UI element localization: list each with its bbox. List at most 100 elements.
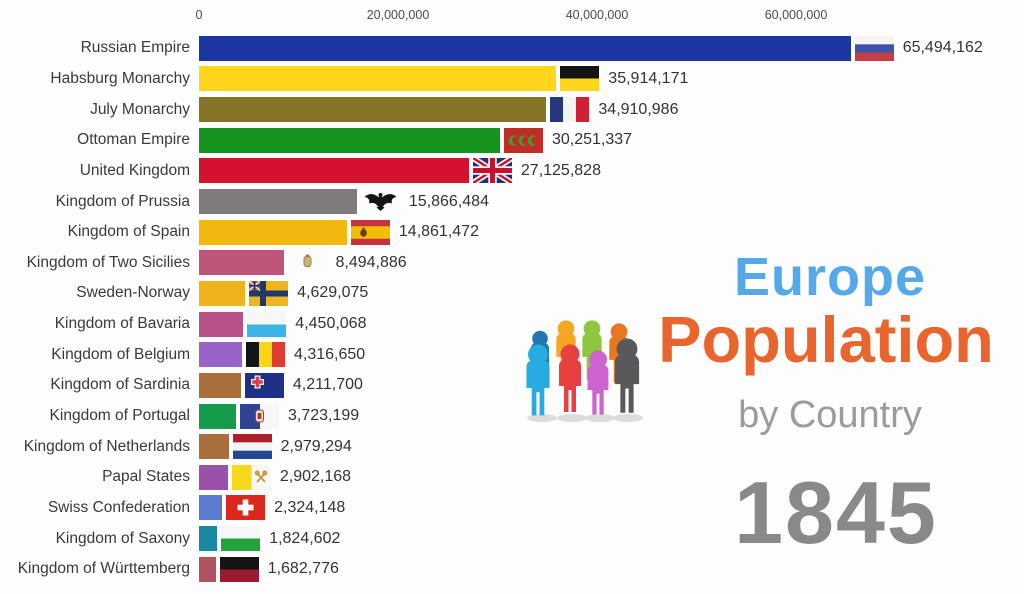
population-bar	[199, 403, 236, 429]
population-bar	[199, 158, 469, 184]
value-label: 27,125,828	[520, 161, 601, 179]
bar-row: Sweden-Norway 4,629,075	[0, 278, 1024, 309]
bar-area: 4,629,075	[199, 280, 369, 306]
swiss-confederation-flag-icon	[226, 495, 266, 521]
value-label: 2,324,148	[274, 498, 346, 516]
july-monarchy-france-flag-icon	[550, 97, 590, 123]
papal-states-flag-icon	[231, 464, 271, 490]
country-label: Kingdom of Two Sicilies	[26, 253, 190, 271]
value-label: 1,824,602	[269, 529, 341, 547]
population-bar	[199, 311, 244, 337]
value-label: 2,902,168	[279, 468, 352, 486]
kingdom-of-spain-flag-icon	[350, 219, 390, 245]
bar-area: 2,979,294	[199, 434, 352, 460]
bar-row: Kingdom of Saxony 1,824,602	[0, 523, 1024, 554]
population-bar	[199, 372, 241, 398]
country-label: Ottoman Empire	[77, 131, 190, 149]
population-bar	[199, 342, 242, 368]
country-label: Kingdom of Portugal	[49, 407, 190, 424]
value-label: 30,251,337	[552, 131, 633, 149]
bar-area: 1,682,776	[199, 556, 339, 582]
value-label: 3,723,199	[288, 407, 360, 424]
bar-area: 4,211,700	[199, 372, 363, 398]
population-bar	[199, 219, 347, 245]
value-label: 8,494,886	[335, 253, 407, 271]
country-label: Russian Empire	[80, 39, 190, 57]
kingdom-of-two-sicilies-flag-icon	[287, 250, 327, 276]
bar-row: Kingdom of Portugal 3,723,199	[0, 401, 1024, 432]
value-label: 34,910,986	[598, 100, 679, 118]
country-label: Kingdom of Spain	[67, 223, 190, 241]
bar-area: 2,324,148	[199, 495, 346, 521]
value-label: 65,494,162	[902, 39, 983, 57]
bar-area: 4,450,068	[199, 311, 367, 337]
country-label: Kingdom of Württemberg	[17, 560, 190, 578]
value-label: 35,914,171	[608, 69, 689, 87]
bar-area: 30,251,337	[199, 127, 633, 153]
kingdom-of-belgium-flag-icon	[246, 342, 285, 368]
value-label: 14,861,472	[398, 223, 479, 241]
title-line-population: Population	[658, 303, 994, 376]
bar-area: 27,125,828	[199, 158, 601, 184]
bar-row: Habsburg Monarchy 35,914,171	[0, 64, 1024, 95]
country-label: Kingdom of Netherlands	[23, 437, 190, 455]
bar-area: 2,902,168	[199, 464, 352, 490]
habsburg-monarchy-flag-icon	[560, 66, 600, 92]
bar-area: 8,494,886	[199, 250, 407, 276]
bar-area: 3,723,199	[199, 403, 360, 429]
bar-row: Kingdom of Spain 14,861,472	[0, 217, 1024, 248]
country-label: Kingdom of Bavaria	[54, 315, 190, 333]
country-label: Swiss Confederation	[47, 498, 190, 516]
population-bar	[199, 35, 851, 61]
country-label: July Monarchy	[90, 100, 190, 118]
year-label: 1845	[734, 463, 938, 562]
value-label: 4,211,700	[292, 376, 363, 394]
country-label: Kingdom of Belgium	[51, 345, 190, 363]
country-label: Kingdom of Sardinia	[50, 376, 190, 394]
country-label: Kingdom of Prussia	[55, 192, 190, 210]
kingdom-of-portugal-flag-icon	[240, 403, 279, 429]
bar-area: 14,861,472	[199, 219, 479, 245]
population-bar	[199, 280, 246, 306]
value-label: 4,450,068	[295, 315, 367, 333]
population-bar	[199, 434, 229, 460]
population-bar	[199, 127, 500, 153]
kingdom-of-wuerttemberg-flag-icon	[219, 556, 259, 582]
value-label: 1,682,776	[267, 560, 339, 578]
bar-area: 4,316,650	[199, 342, 366, 368]
bar-row: Kingdom of Two Sicilies 8,494,886	[0, 247, 1024, 278]
value-label: 2,979,294	[280, 437, 352, 455]
kingdom-of-sardinia-flag-icon	[244, 372, 284, 398]
kingdom-of-bavaria-flag-icon	[247, 311, 287, 337]
value-label: 4,629,075	[297, 284, 369, 302]
x-axis-tick: 40,000,000	[565, 8, 629, 22]
bar-area: 15,866,484	[199, 189, 489, 215]
russian-empire-flag-icon	[854, 35, 894, 61]
population-bar	[199, 556, 216, 582]
bar-area: 65,494,162	[199, 35, 983, 61]
population-bar	[199, 66, 557, 92]
bar-area: 35,914,171	[199, 66, 689, 92]
bar-row: Kingdom of Prussia 15,866,484	[0, 186, 1024, 217]
value-label: 4,316,650	[294, 345, 366, 363]
x-axis: 0 20,000,000 40,000,000 60,000,000	[0, 8, 1024, 28]
x-axis-tick: 60,000,000	[764, 8, 828, 22]
kingdom-of-saxony-flag-icon	[221, 526, 261, 552]
x-axis-tick: 0	[195, 8, 203, 22]
bar-area: 34,910,986	[199, 97, 679, 123]
title-line-by-country: by Country	[738, 394, 922, 436]
population-bar	[199, 526, 218, 552]
bar-area: 1,824,602	[199, 526, 341, 552]
united-kingdom-flag-icon	[472, 158, 512, 184]
title-line-europe: Europe	[733, 247, 927, 307]
value-label: 15,866,484	[408, 192, 489, 210]
bar-row: July Monarchy 34,910,986	[0, 94, 1024, 125]
bar-row: Ottoman Empire 30,251,337	[0, 125, 1024, 156]
bar-row: Papal States 2,902,168	[0, 462, 1024, 493]
bar-row: Kingdom of Bavaria 4,450,068	[0, 309, 1024, 340]
ottoman-empire-flag-icon	[504, 127, 543, 153]
bar-row: Kingdom of Sardinia 4,211,700	[0, 370, 1024, 401]
people-group-icon	[526, 320, 643, 422]
population-bar	[199, 97, 547, 123]
